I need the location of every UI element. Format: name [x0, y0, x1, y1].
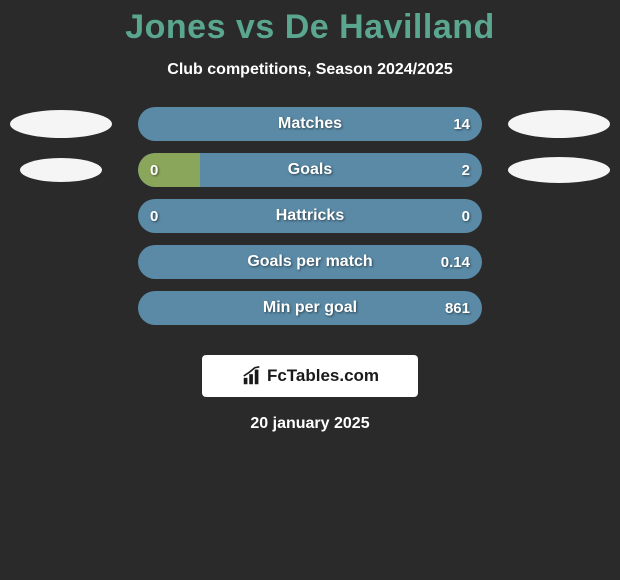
stat-row: Min per goal861 [10, 291, 610, 325]
stat-value-left: 0 [150, 162, 158, 179]
stat-row: Goals per match0.14 [10, 245, 610, 279]
stat-value-right: 861 [445, 300, 470, 317]
player-left-marker [20, 158, 102, 182]
brand-text: FcTables.com [267, 366, 379, 386]
stat-bar: Min per goal861 [138, 291, 482, 325]
stat-bar: Goals per match0.14 [138, 245, 482, 279]
stat-value-right: 14 [453, 116, 470, 133]
stat-value-right: 0.14 [441, 254, 470, 271]
bar-chart-icon [241, 365, 263, 387]
brand-badge: FcTables.com [202, 355, 418, 397]
stat-label: Hattricks [138, 207, 482, 225]
comparison-infographic: Jones vs De Havilland Club competitions,… [0, 0, 620, 433]
stat-value-right: 2 [462, 162, 470, 179]
player-left-marker [10, 110, 112, 138]
stat-bar-fill [138, 153, 200, 187]
player-right-marker [508, 110, 610, 138]
stat-row: 0Goals2 [10, 153, 610, 187]
stat-row: Matches14 [10, 107, 610, 141]
stat-row: 0Hattricks0 [10, 199, 610, 233]
page-title: Jones vs De Havilland [125, 8, 495, 47]
stat-bar: 0Hattricks0 [138, 199, 482, 233]
stat-rows: Matches140Goals20Hattricks0Goals per mat… [10, 107, 610, 337]
stat-label: Min per goal [138, 299, 482, 317]
subtitle: Club competitions, Season 2024/2025 [167, 61, 452, 79]
stat-bar: 0Goals2 [138, 153, 482, 187]
stat-label: Matches [138, 115, 482, 133]
stat-value-left: 0 [150, 208, 158, 225]
stat-value-right: 0 [462, 208, 470, 225]
stat-label: Goals per match [138, 253, 482, 271]
player-right-marker [508, 157, 610, 183]
stat-bar: Matches14 [138, 107, 482, 141]
date-label: 20 january 2025 [250, 415, 369, 433]
